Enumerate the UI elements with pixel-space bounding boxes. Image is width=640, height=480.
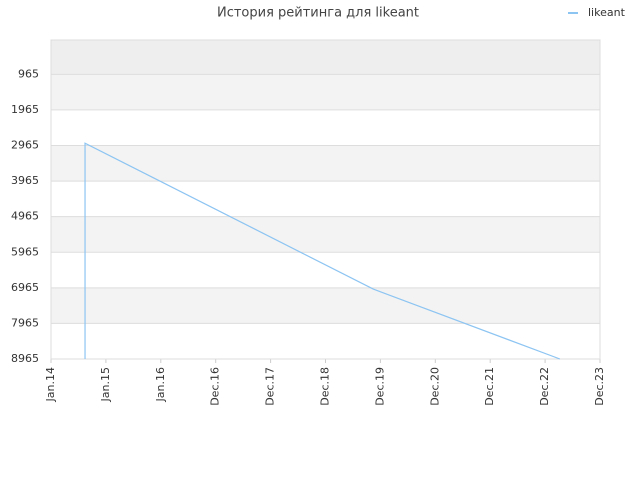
y-tick-label: 3965 (11, 174, 39, 187)
x-tick-label: Jan.14 (44, 367, 57, 402)
band (51, 181, 600, 217)
x-tick-label: Dec.21 (483, 367, 496, 406)
x-tick-label: Dec.18 (319, 367, 332, 406)
x-tick-label: Dec.22 (538, 367, 551, 406)
band (51, 145, 600, 182)
band (51, 287, 600, 324)
x-tick-label: Dec.17 (264, 367, 277, 406)
band (51, 323, 600, 359)
y-tick-label: 5965 (11, 245, 39, 258)
y-tick-label: 4965 (11, 210, 39, 223)
x-tick-label: Dec.19 (373, 367, 386, 406)
x-tick-label: Dec.20 (428, 367, 441, 406)
x-tick-label: Dec.23 (593, 367, 606, 406)
x-tick-label: Dec.16 (209, 367, 222, 406)
y-tick-label: 6965 (11, 281, 39, 294)
y-tick-label: 965 (18, 67, 39, 80)
plot-border (50, 39, 601, 360)
y-tick-label: 1965 (11, 103, 39, 116)
chart-title: История рейтинга для likeant (217, 6, 419, 21)
y-tick-label: 2965 (11, 139, 39, 152)
x-tick-label: Jan.15 (99, 367, 112, 402)
band (51, 252, 600, 288)
band (51, 216, 600, 253)
legend-label: likeant (588, 6, 626, 19)
band (51, 40, 600, 75)
line (84, 142, 561, 360)
band (51, 74, 600, 110)
x-tick-label: Jan.16 (154, 367, 167, 402)
band (51, 109, 600, 146)
y-tick-label: 8965 (11, 352, 39, 365)
y-tick-label: 7965 (11, 316, 39, 329)
